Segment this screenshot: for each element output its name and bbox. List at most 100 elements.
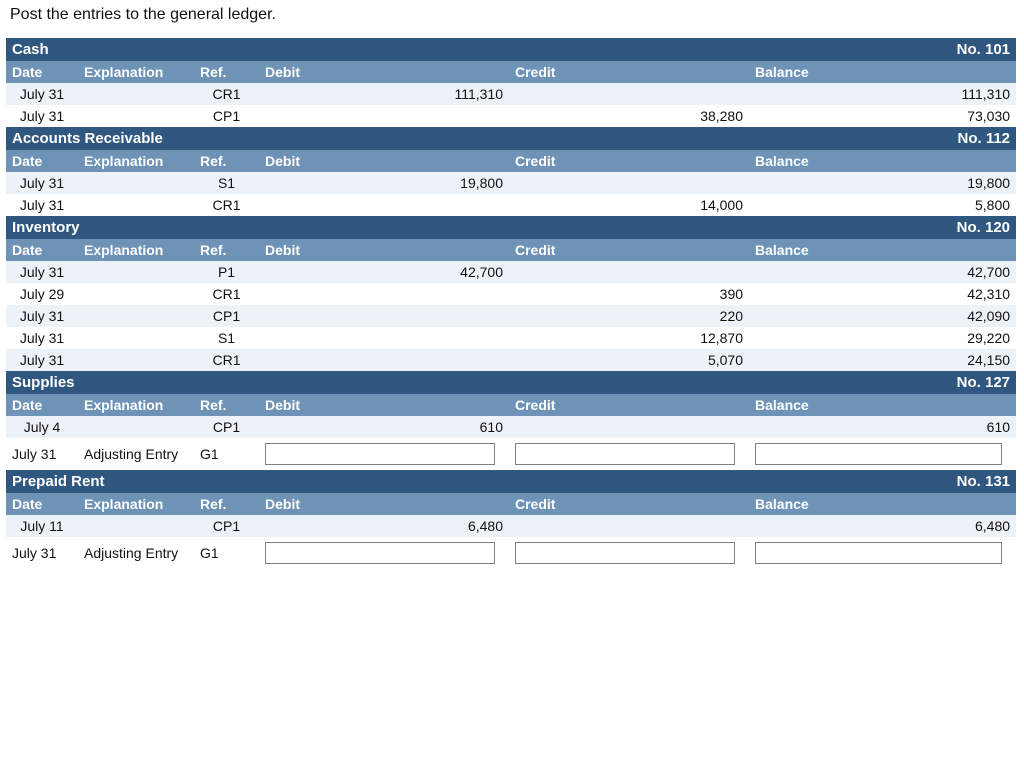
cell-ref: CP1 xyxy=(194,515,259,537)
cell-debit-spacer xyxy=(259,105,349,127)
cell-balance: 29,220 xyxy=(839,327,1016,349)
cell-debit xyxy=(349,194,509,216)
cell-balance-spacer xyxy=(749,515,839,537)
cell-credit-spacer xyxy=(509,305,579,327)
cell-credit-spacer xyxy=(509,283,579,305)
debit-input[interactable] xyxy=(265,443,495,465)
cell-ref: S1 xyxy=(194,172,259,194)
entry-date: July 31 xyxy=(6,438,78,470)
cell-explanation xyxy=(78,305,194,327)
col-credit: Credit xyxy=(509,239,749,261)
cell-balance-spacer xyxy=(749,194,839,216)
account-number: No. 112 xyxy=(749,127,1016,150)
ledger-row: July 4CP1610610 xyxy=(6,416,1016,438)
ledger-row: July 31P142,70042,700 xyxy=(6,261,1016,283)
cell-credit xyxy=(579,416,749,438)
cell-date: July 31 xyxy=(6,83,78,105)
cell-debit: 6,480 xyxy=(349,515,509,537)
col-date: Date xyxy=(6,150,78,172)
cell-date: July 31 xyxy=(6,305,78,327)
cell-balance: 19,800 xyxy=(839,172,1016,194)
entry-explanation: Adjusting Entry xyxy=(78,537,194,569)
col-balance: Balance xyxy=(749,394,1016,416)
account-number: No. 127 xyxy=(749,371,1016,394)
cell-debit: 42,700 xyxy=(349,261,509,283)
cell-ref: CP1 xyxy=(194,416,259,438)
cell-credit-spacer xyxy=(509,515,579,537)
cell-balance-spacer xyxy=(749,83,839,105)
cell-balance: 42,090 xyxy=(839,305,1016,327)
cell-debit xyxy=(349,349,509,371)
col-date: Date xyxy=(6,493,78,515)
cell-explanation xyxy=(78,194,194,216)
cell-ref: CP1 xyxy=(194,105,259,127)
cell-explanation xyxy=(78,172,194,194)
balance-input[interactable] xyxy=(755,542,1002,564)
ledger-row: July 31S119,80019,800 xyxy=(6,172,1016,194)
cell-balance-spacer xyxy=(749,283,839,305)
col-debit: Debit xyxy=(259,394,509,416)
cell-debit-spacer xyxy=(259,172,349,194)
cell-debit-spacer xyxy=(259,349,349,371)
cell-date: July 29 xyxy=(6,283,78,305)
cell-debit xyxy=(349,283,509,305)
cell-debit-spacer xyxy=(259,83,349,105)
cell-explanation xyxy=(78,261,194,283)
cell-date: July 31 xyxy=(6,261,78,283)
col-ref: Ref. xyxy=(194,61,259,83)
general-ledger-table: CashNo. 101DateExplanationRef.DebitCredi… xyxy=(6,38,1016,569)
col-debit: Debit xyxy=(259,150,509,172)
col-debit: Debit xyxy=(259,61,509,83)
credit-input[interactable] xyxy=(515,542,735,564)
cell-ref: CR1 xyxy=(194,194,259,216)
cell-debit xyxy=(349,327,509,349)
account-number: No. 131 xyxy=(749,470,1016,493)
cell-debit-spacer xyxy=(259,416,349,438)
col-balance: Balance xyxy=(749,150,1016,172)
cell-explanation xyxy=(78,105,194,127)
entry-date: July 31 xyxy=(6,537,78,569)
cell-credit-spacer xyxy=(509,349,579,371)
cell-balance-spacer xyxy=(749,327,839,349)
cell-debit: 111,310 xyxy=(349,83,509,105)
col-credit: Credit xyxy=(509,394,749,416)
cell-date: July 31 xyxy=(6,327,78,349)
cell-explanation xyxy=(78,416,194,438)
balance-input[interactable] xyxy=(755,443,1002,465)
col-balance: Balance xyxy=(749,61,1016,83)
cell-balance: 42,310 xyxy=(839,283,1016,305)
cell-debit-spacer xyxy=(259,327,349,349)
cell-debit xyxy=(349,305,509,327)
col-debit: Debit xyxy=(259,239,509,261)
cell-balance-spacer xyxy=(749,105,839,127)
cell-credit-spacer xyxy=(509,416,579,438)
col-ref: Ref. xyxy=(194,394,259,416)
cell-credit-spacer xyxy=(509,261,579,283)
cell-explanation xyxy=(78,349,194,371)
account-number: No. 120 xyxy=(749,216,1016,239)
cell-credit-spacer xyxy=(509,194,579,216)
cell-debit-spacer xyxy=(259,261,349,283)
cell-explanation xyxy=(78,515,194,537)
adjusting-entry-row: July 31Adjusting EntryG1 xyxy=(6,438,1016,470)
ledger-row: July 31CR15,07024,150 xyxy=(6,349,1016,371)
account-name: Cash xyxy=(6,38,749,61)
cell-credit-spacer xyxy=(509,105,579,127)
cell-balance: 73,030 xyxy=(839,105,1016,127)
col-balance: Balance xyxy=(749,239,1016,261)
credit-input[interactable] xyxy=(515,443,735,465)
ledger-row: July 31CP122042,090 xyxy=(6,305,1016,327)
ledger-row: July 31CP138,28073,030 xyxy=(6,105,1016,127)
cell-debit xyxy=(349,105,509,127)
cell-balance: 24,150 xyxy=(839,349,1016,371)
col-explanation: Explanation xyxy=(78,394,194,416)
cell-credit-spacer xyxy=(509,172,579,194)
cell-credit xyxy=(579,83,749,105)
ledger-row: July 11CP16,4806,480 xyxy=(6,515,1016,537)
cell-credit-spacer xyxy=(509,327,579,349)
debit-input[interactable] xyxy=(265,542,495,564)
cell-balance: 111,310 xyxy=(839,83,1016,105)
cell-explanation xyxy=(78,283,194,305)
cell-date: July 31 xyxy=(6,172,78,194)
ledger-row: July 31CR1111,310111,310 xyxy=(6,83,1016,105)
